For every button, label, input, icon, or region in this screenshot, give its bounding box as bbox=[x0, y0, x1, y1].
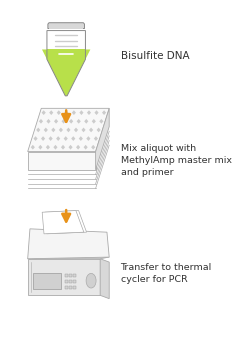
Polygon shape bbox=[92, 119, 96, 124]
Polygon shape bbox=[41, 136, 45, 141]
Polygon shape bbox=[89, 127, 93, 132]
Polygon shape bbox=[99, 119, 103, 124]
Polygon shape bbox=[84, 145, 88, 150]
Polygon shape bbox=[28, 151, 96, 170]
Polygon shape bbox=[61, 145, 65, 150]
Polygon shape bbox=[86, 136, 90, 141]
Polygon shape bbox=[77, 119, 81, 124]
Polygon shape bbox=[82, 127, 86, 132]
Polygon shape bbox=[71, 136, 75, 141]
Polygon shape bbox=[91, 145, 95, 150]
Polygon shape bbox=[96, 108, 109, 170]
Polygon shape bbox=[74, 127, 78, 132]
Polygon shape bbox=[64, 110, 68, 115]
Bar bbox=[69, 286, 72, 289]
Polygon shape bbox=[28, 259, 100, 295]
Polygon shape bbox=[76, 145, 80, 150]
Polygon shape bbox=[28, 254, 109, 259]
Polygon shape bbox=[46, 145, 50, 150]
Text: Transfer to thermal
cycler for PCR: Transfer to thermal cycler for PCR bbox=[120, 263, 212, 284]
Polygon shape bbox=[94, 136, 98, 141]
Polygon shape bbox=[59, 127, 63, 132]
Polygon shape bbox=[94, 110, 98, 115]
Polygon shape bbox=[42, 211, 84, 234]
Bar bbox=[65, 280, 68, 283]
Polygon shape bbox=[49, 110, 53, 115]
Polygon shape bbox=[48, 136, 53, 141]
Bar bbox=[65, 274, 68, 277]
Polygon shape bbox=[79, 136, 83, 141]
Polygon shape bbox=[79, 110, 84, 115]
Polygon shape bbox=[42, 49, 90, 96]
Polygon shape bbox=[69, 119, 73, 124]
Bar bbox=[69, 274, 72, 277]
Circle shape bbox=[86, 273, 96, 288]
Polygon shape bbox=[84, 119, 88, 124]
Polygon shape bbox=[62, 119, 66, 124]
Bar bbox=[73, 286, 76, 289]
Text: Bisulfite DNA: Bisulfite DNA bbox=[120, 51, 189, 61]
Polygon shape bbox=[96, 127, 101, 132]
Polygon shape bbox=[102, 110, 106, 115]
Polygon shape bbox=[28, 229, 109, 259]
Polygon shape bbox=[36, 127, 40, 132]
Polygon shape bbox=[34, 136, 38, 141]
Polygon shape bbox=[87, 110, 91, 115]
Bar bbox=[73, 274, 76, 277]
Polygon shape bbox=[64, 136, 68, 141]
Polygon shape bbox=[57, 110, 61, 115]
Text: Mix aliquot with
MethylAmp master mix
and primer: Mix aliquot with MethylAmp master mix an… bbox=[120, 144, 232, 177]
Bar bbox=[47, 49, 86, 59]
Polygon shape bbox=[31, 145, 35, 150]
Bar bbox=[33, 273, 61, 289]
Polygon shape bbox=[68, 145, 73, 150]
Polygon shape bbox=[44, 127, 48, 132]
Polygon shape bbox=[38, 145, 42, 150]
Polygon shape bbox=[45, 211, 86, 234]
Polygon shape bbox=[66, 127, 70, 132]
Polygon shape bbox=[46, 119, 50, 124]
Polygon shape bbox=[100, 259, 109, 299]
Polygon shape bbox=[54, 145, 58, 150]
Polygon shape bbox=[54, 119, 58, 124]
Bar bbox=[65, 286, 68, 289]
Polygon shape bbox=[51, 127, 56, 132]
Polygon shape bbox=[39, 119, 43, 124]
Bar bbox=[73, 280, 76, 283]
Polygon shape bbox=[56, 136, 60, 141]
Bar bbox=[69, 280, 72, 283]
Polygon shape bbox=[28, 108, 109, 151]
Polygon shape bbox=[48, 23, 84, 29]
Polygon shape bbox=[42, 110, 46, 115]
Bar bbox=[47, 29, 86, 59]
Polygon shape bbox=[72, 110, 76, 115]
Bar bbox=[49, 28, 83, 31]
